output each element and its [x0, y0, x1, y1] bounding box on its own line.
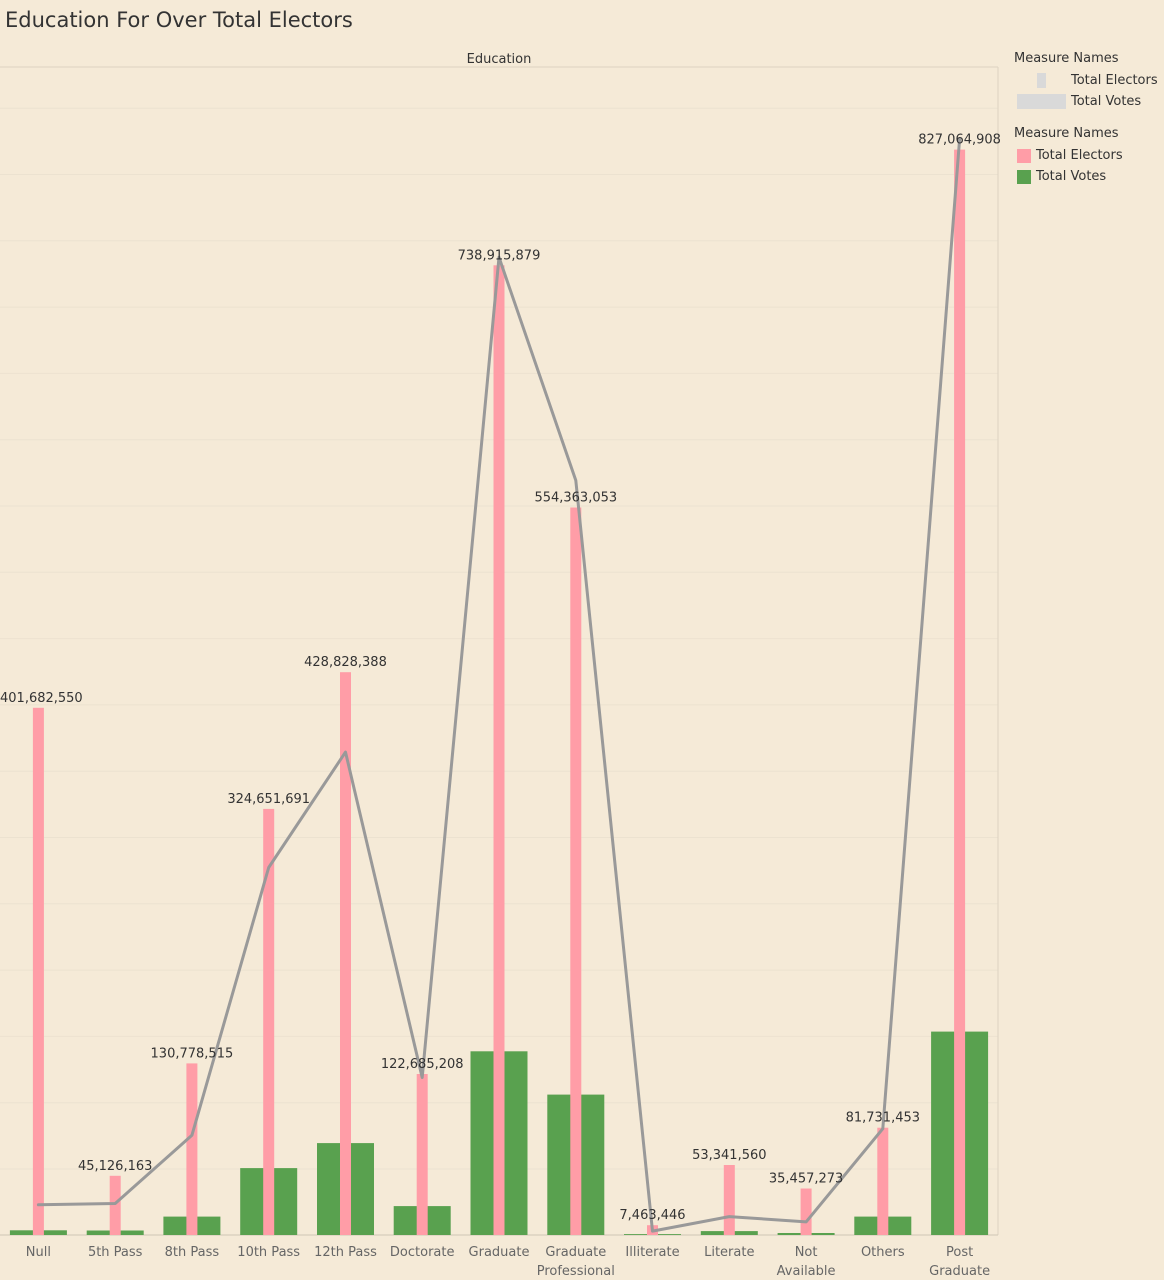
- size-legend-title: Measure Names: [1014, 51, 1119, 66]
- data-label: 7,463,446: [619, 1208, 685, 1223]
- color-legend: Measure Names Total Electors Total Votes: [1014, 126, 1123, 187]
- x-tick-label: Graduate: [929, 1264, 990, 1279]
- color-legend-item-votes[interactable]: Total Votes: [1014, 166, 1119, 187]
- electors-bar[interactable]: [340, 672, 351, 1235]
- data-label: 122,685,208: [381, 1057, 464, 1072]
- electors-bar[interactable]: [877, 1127, 889, 1235]
- chart-title: Education For Over Total Electors: [5, 8, 353, 32]
- electors-bar[interactable]: [32, 707, 44, 1235]
- color-swatch-votes: [1017, 170, 1031, 184]
- x-tick-label: Doctorate: [390, 1245, 455, 1260]
- data-label: 738,915,879: [458, 248, 541, 263]
- electors-bar[interactable]: [954, 149, 966, 1236]
- x-tick-label: Null: [26, 1245, 51, 1260]
- x-tick-label: Post: [946, 1245, 973, 1260]
- color-legend-title: Measure Names: [1014, 126, 1119, 141]
- data-labels: 401,682,550 45,126,163 130,778,515 324,651,…: [0, 133, 1001, 1224]
- x-tick-label: Graduate: [469, 1245, 530, 1260]
- data-label: 81,731,453: [846, 1111, 920, 1126]
- color-legend-label-electors: Total Electors: [1036, 148, 1123, 163]
- data-label: 324,651,691: [227, 792, 310, 807]
- x-tick-label: Graduate: [545, 1245, 606, 1260]
- x-tick-label: Literate: [704, 1245, 754, 1260]
- x-tick-label: 5th Pass: [88, 1245, 143, 1260]
- electors-bar[interactable]: [416, 1074, 428, 1235]
- size-legend-item-votes[interactable]: Total Votes: [1014, 91, 1141, 112]
- trend-line-group: [36, 137, 962, 1233]
- trend-line: [36, 137, 962, 1233]
- size-legend-item-electors[interactable]: Total Electors: [1014, 70, 1158, 91]
- x-tick-label: Not: [795, 1245, 818, 1260]
- size-swatch-votes: [1017, 94, 1066, 109]
- data-label: 401,682,550: [0, 691, 83, 706]
- electors-bar[interactable]: [109, 1175, 121, 1235]
- x-tick-label: 12th Pass: [314, 1245, 377, 1260]
- electors-bars: [32, 149, 966, 1236]
- electors-bar[interactable]: [723, 1165, 735, 1235]
- data-label: 45,126,163: [78, 1159, 152, 1174]
- electors-bar[interactable]: [186, 1063, 198, 1235]
- color-swatch-electors: [1017, 149, 1031, 163]
- data-label: 827,064,908: [918, 133, 1001, 148]
- size-legend: Measure Names Total Electors Total Votes: [1014, 51, 1158, 112]
- size-legend-label-electors: Total Electors: [1071, 73, 1158, 88]
- color-legend-item-electors[interactable]: Total Electors: [1014, 145, 1123, 166]
- x-tick-label: 10th Pass: [237, 1245, 300, 1260]
- color-legend-label-votes: Total Votes: [1036, 169, 1107, 184]
- x-tick-label: Available: [777, 1264, 836, 1279]
- x-tick-label: Others: [861, 1245, 905, 1260]
- electors-bar[interactable]: [570, 507, 582, 1236]
- size-swatch-electors: [1037, 73, 1046, 88]
- electors-bar[interactable]: [493, 265, 505, 1235]
- electors-bar[interactable]: [800, 1188, 812, 1236]
- column-header: Education: [467, 52, 532, 67]
- x-tick-labels: Null 5th Pass 8th Pass 10th Pass 12th Pass Do…: [26, 1245, 990, 1279]
- data-label: 53,341,560: [692, 1148, 766, 1163]
- electors-bar[interactable]: [263, 808, 275, 1235]
- x-tick-label: Professional: [537, 1264, 615, 1279]
- data-label: 554,363,053: [534, 491, 617, 506]
- data-label: 130,778,515: [151, 1046, 234, 1061]
- size-legend-label-votes: Total Votes: [1071, 94, 1142, 109]
- x-tick-label: Illiterate: [625, 1245, 679, 1260]
- x-tick-label: 8th Pass: [165, 1245, 220, 1260]
- data-label: 428,828,388: [304, 655, 387, 670]
- data-label: 35,457,273: [769, 1172, 843, 1187]
